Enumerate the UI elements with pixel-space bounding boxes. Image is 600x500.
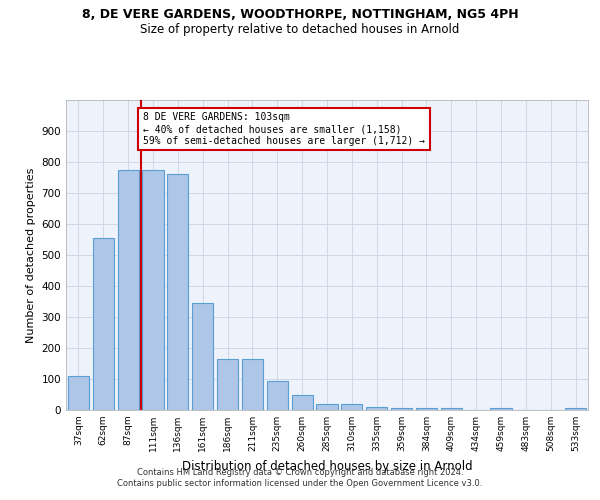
Bar	[391, 408, 412, 410]
Bar	[366, 407, 387, 410]
Bar	[167, 174, 188, 410]
Bar	[142, 170, 164, 410]
Bar	[267, 380, 288, 410]
Text: 8, DE VERE GARDENS, WOODTHORPE, NOTTINGHAM, NG5 4PH: 8, DE VERE GARDENS, WOODTHORPE, NOTTINGH…	[82, 8, 518, 20]
Bar	[292, 394, 313, 410]
Bar	[242, 359, 263, 410]
Bar	[217, 359, 238, 410]
Bar	[192, 303, 213, 410]
Text: 8 DE VERE GARDENS: 103sqm
← 40% of detached houses are smaller (1,158)
59% of se: 8 DE VERE GARDENS: 103sqm ← 40% of detac…	[143, 112, 425, 146]
Bar	[93, 238, 114, 410]
Bar	[565, 408, 586, 410]
Bar	[416, 408, 437, 410]
Bar	[316, 404, 338, 410]
Text: Contains HM Land Registry data © Crown copyright and database right 2024.
Contai: Contains HM Land Registry data © Crown c…	[118, 468, 482, 487]
Bar	[441, 408, 462, 410]
Bar	[490, 408, 512, 410]
Bar	[118, 170, 139, 410]
Text: Size of property relative to detached houses in Arnold: Size of property relative to detached ho…	[140, 22, 460, 36]
X-axis label: Distribution of detached houses by size in Arnold: Distribution of detached houses by size …	[182, 460, 472, 472]
Bar	[341, 404, 362, 410]
Y-axis label: Number of detached properties: Number of detached properties	[26, 168, 36, 342]
Bar	[68, 376, 89, 410]
